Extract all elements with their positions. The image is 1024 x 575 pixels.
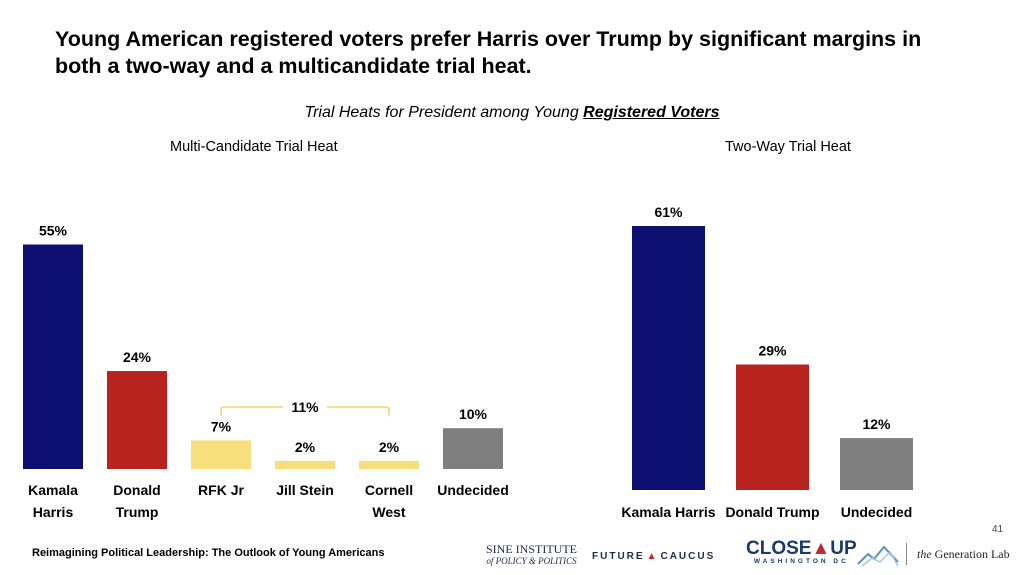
sine-logo-line1: SINE INSTITUTE — [486, 542, 577, 556]
multi-bar-rfk-jr — [191, 440, 251, 469]
multi-category-label-cornell-west: Cornell — [365, 482, 413, 498]
multi-bar-jill-stein — [275, 460, 335, 469]
genlab-prefix: the — [917, 547, 932, 561]
multi-category-label-undecided: Undecided — [437, 482, 509, 498]
subtitle-prefix: Trial Heats for President among Young — [304, 104, 584, 121]
multi-category-label-donald-trump: Donald — [113, 482, 160, 498]
multi-category-label-kamala-harris: Harris — [33, 504, 74, 520]
multi-category-label-cornell-west: West — [372, 504, 406, 520]
multi-bar-cornell-west — [359, 460, 419, 469]
twoway-category-label-donald-trump: Donald Trump — [725, 504, 819, 520]
up-word: UP — [830, 538, 857, 559]
multi-bracket-label-bg — [283, 397, 327, 415]
twoway-bar-undecided — [840, 438, 913, 490]
slide-number: 41 — [992, 524, 1004, 535]
future-caucus-logo: FUTURE ▲ CAUCUS — [592, 551, 715, 562]
twoway-bar-donald-trump — [736, 364, 809, 490]
twoway-bar-kamala-harris — [632, 226, 705, 490]
multi-category-label-donald-trump: Trump — [116, 504, 159, 520]
close-word: CLOSE — [746, 538, 812, 559]
headline: Young American registered voters prefer … — [55, 27, 922, 78]
multi-category-label-jill-stein: Jill Stein — [276, 482, 334, 498]
future-caucus-mark-icon: ▲ — [646, 551, 659, 562]
twoway-category-label-kamala-harris: Kamala Harris — [621, 504, 715, 520]
multi-data-label-cornell-west: 2% — [379, 439, 400, 455]
caucus-word: CAUCUS — [660, 551, 716, 562]
twoway-data-label-undecided: 12% — [862, 416, 891, 432]
sine-logo-line2: of POLICY & POLITICS — [486, 556, 577, 566]
mountain-logo-icon — [857, 545, 899, 567]
close-up-arrow-icon: ▲ — [811, 538, 831, 559]
multi-candidate-title: Multi-Candidate Trial Heat — [170, 139, 338, 155]
two-way-title: Two-Way Trial Heat — [725, 139, 851, 155]
twoway-data-label-kamala-harris: 61% — [654, 204, 683, 220]
multi-data-label-jill-stein: 2% — [295, 439, 316, 455]
multi-bar-kamala-harris — [23, 244, 83, 469]
future-word: FUTURE — [592, 551, 645, 562]
genlab-name: Generation Lab — [931, 547, 1010, 561]
multi-bar-undecided — [443, 428, 503, 469]
multi-data-label-kamala-harris: 55% — [39, 222, 68, 238]
subtitle-emphasis: Registered Voters — [583, 104, 720, 121]
sine-institute-logo: SINE INSTITUTE of POLICY & POLITICS — [486, 543, 577, 567]
multi-category-label-rfk-jr: RFK Jr — [198, 482, 244, 498]
multi-bar-donald-trump — [107, 371, 167, 469]
generation-lab-logo: the Generation Lab — [906, 543, 1010, 565]
multi-category-label-kamala-harris: Kamala — [28, 482, 78, 498]
close-up-logo: CLOSE▲UP WASHINGTON DC — [746, 538, 857, 566]
close-up-subtitle: WASHINGTON DC — [753, 558, 849, 565]
chart-subtitle: Trial Heats for President among Young Re… — [0, 104, 1024, 122]
twoway-category-label-undecided: Undecided — [841, 504, 913, 520]
multi-data-label-undecided: 10% — [459, 406, 488, 422]
footer-caption: Reimagining Political Leadership: The Ou… — [32, 547, 385, 559]
twoway-data-label-donald-trump: 29% — [758, 342, 787, 358]
multi-data-label-rfk-jr: 7% — [211, 418, 232, 434]
multi-data-label-donald-trump: 24% — [123, 349, 152, 365]
multi-bracket-label: 11% — [291, 399, 319, 415]
